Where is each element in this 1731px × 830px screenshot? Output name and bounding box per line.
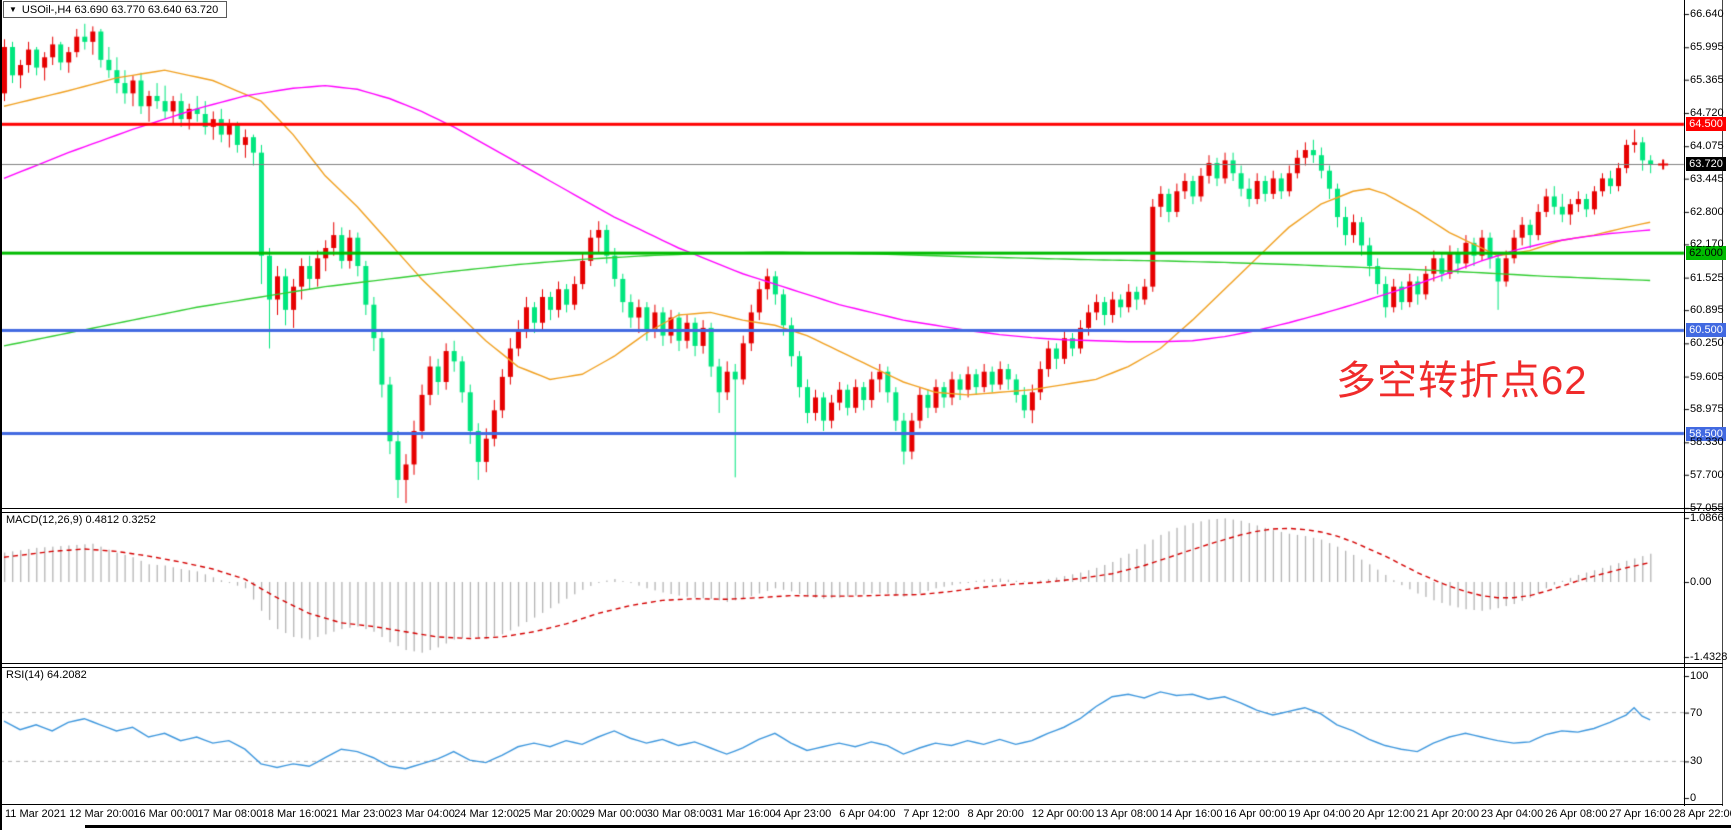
bottom-scrollbar[interactable] (85, 825, 1731, 828)
time-axis-label: 29 Mar 00:00 (582, 808, 648, 820)
time-axis-label: 25 Mar 20:00 (518, 808, 584, 820)
price-axis-label: 64.720 (1690, 106, 1724, 119)
window-right-border (1722, 0, 1723, 806)
price-axis-label: 58.330 (1690, 436, 1724, 449)
price-badge-current: 63.720 (1686, 157, 1726, 172)
time-axis-label: 16 Mar 00:00 (133, 808, 199, 820)
time-axis-label: 7 Apr 12:00 (903, 808, 960, 820)
price-badge-level: 58.500 (1686, 426, 1726, 441)
symbol-ohlc-text: USOil-,H4 63.690 63.770 63.640 63.720 (21, 3, 219, 16)
time-axis-label: 11 Mar 2021 (5, 808, 66, 820)
time-axis-label: 24 Mar 12:00 (454, 808, 520, 820)
pane-separator-macd-rsi-bottom[interactable] (0, 667, 1723, 668)
time-axis-label: 19 Apr 04:00 (1288, 808, 1351, 820)
rsi-axis-label: 30 (1690, 755, 1703, 768)
window-left-border (0, 0, 2, 830)
time-axis-label: 13 Apr 08:00 (1095, 808, 1159, 820)
price-badge-level: 64.500 (1686, 117, 1726, 132)
price-axis-label: 57.700 (1690, 468, 1724, 481)
rsi-axis-label: 70 (1690, 706, 1703, 719)
price-axis-label: 65.365 (1690, 73, 1724, 86)
price-axis-label: 58.975 (1690, 403, 1724, 416)
symbol-info-box: ▼ USOil-,H4 63.690 63.770 63.640 63.720 (3, 1, 228, 18)
price-axis-label: 64.075 (1690, 140, 1724, 153)
time-axis-label: 30 Mar 08:00 (646, 808, 712, 820)
time-axis-label: 12 Mar 20:00 (69, 808, 134, 820)
time-axis-label: 6 Apr 04:00 (839, 808, 896, 820)
time-axis-label: 4 Apr 23:00 (775, 808, 832, 820)
pane-separator-rsi-timeaxis (0, 804, 1723, 805)
plot-area-right-border (1684, 0, 1685, 806)
price-axis-label: 60.250 (1690, 337, 1724, 350)
price-axis-label: 62.800 (1690, 205, 1724, 218)
price-badge-level: 60.500 (1686, 323, 1726, 338)
time-axis-label: 18 Mar 16:00 (261, 808, 327, 820)
time-axis-label: 17 Mar 08:00 (197, 808, 263, 820)
price-axis-label: 61.525 (1690, 271, 1724, 284)
price-axis-label: 57.055 (1690, 502, 1724, 514)
price-axis-label: 66.640 (1690, 8, 1724, 20)
pane-separator-main-macd-bottom[interactable] (0, 512, 1723, 513)
time-axis-label: 26 Apr 08:00 (1545, 808, 1608, 820)
time-axis-label: 21 Apr 20:00 (1416, 808, 1480, 820)
rsi-axis-label: 0 (1690, 792, 1697, 804)
time-axis-label: 21 Mar 23:00 (325, 808, 391, 820)
rsi-indicator-label: RSI(14) 64.2082 (6, 669, 87, 681)
pane-separator-macd-rsi-top[interactable] (0, 663, 1723, 664)
price-axis-label: 62.170 (1690, 238, 1724, 251)
price-axis-label: 65.995 (1690, 41, 1724, 54)
time-axis-label: 16 Apr 00:00 (1224, 808, 1287, 820)
annotation-text: 多空转折点62 (1336, 359, 1588, 403)
time-axis-label: 28 Apr 22:00 (1673, 808, 1731, 820)
time-axis-label: 31 Mar 16:00 (710, 808, 776, 820)
time-axis-label: 20 Apr 12:00 (1352, 808, 1415, 820)
price-badge-level: 62.000 (1686, 246, 1726, 261)
collapse-icon[interactable]: ▼ (9, 5, 17, 14)
macd-axis-label: 0.00 (1690, 576, 1712, 588)
time-axis-label: 23 Apr 04:00 (1480, 808, 1544, 820)
price-axis-label: 59.605 (1690, 370, 1724, 383)
price-axis-label: 63.445 (1690, 172, 1724, 185)
time-axis-label: 23 Mar 04:00 (390, 808, 455, 820)
macd-indicator-label: MACD(12,26,9) 0.4812 0.3252 (6, 514, 156, 526)
time-axis-label: 8 Apr 20:00 (967, 808, 1024, 820)
macd-axis-label: -1.4328 (1690, 651, 1728, 663)
time-axis-label: 27 Apr 16:00 (1609, 808, 1672, 820)
macd-axis-label: 1.0866 (1690, 512, 1724, 524)
rsi-axis-label: 100 (1690, 670, 1709, 682)
price-axis-label: 60.895 (1690, 304, 1724, 317)
time-axis-label: 12 Apr 00:00 (1031, 808, 1095, 820)
pane-separator-main-macd-top[interactable] (0, 508, 1723, 509)
time-axis-label: 14 Apr 16:00 (1160, 808, 1223, 820)
